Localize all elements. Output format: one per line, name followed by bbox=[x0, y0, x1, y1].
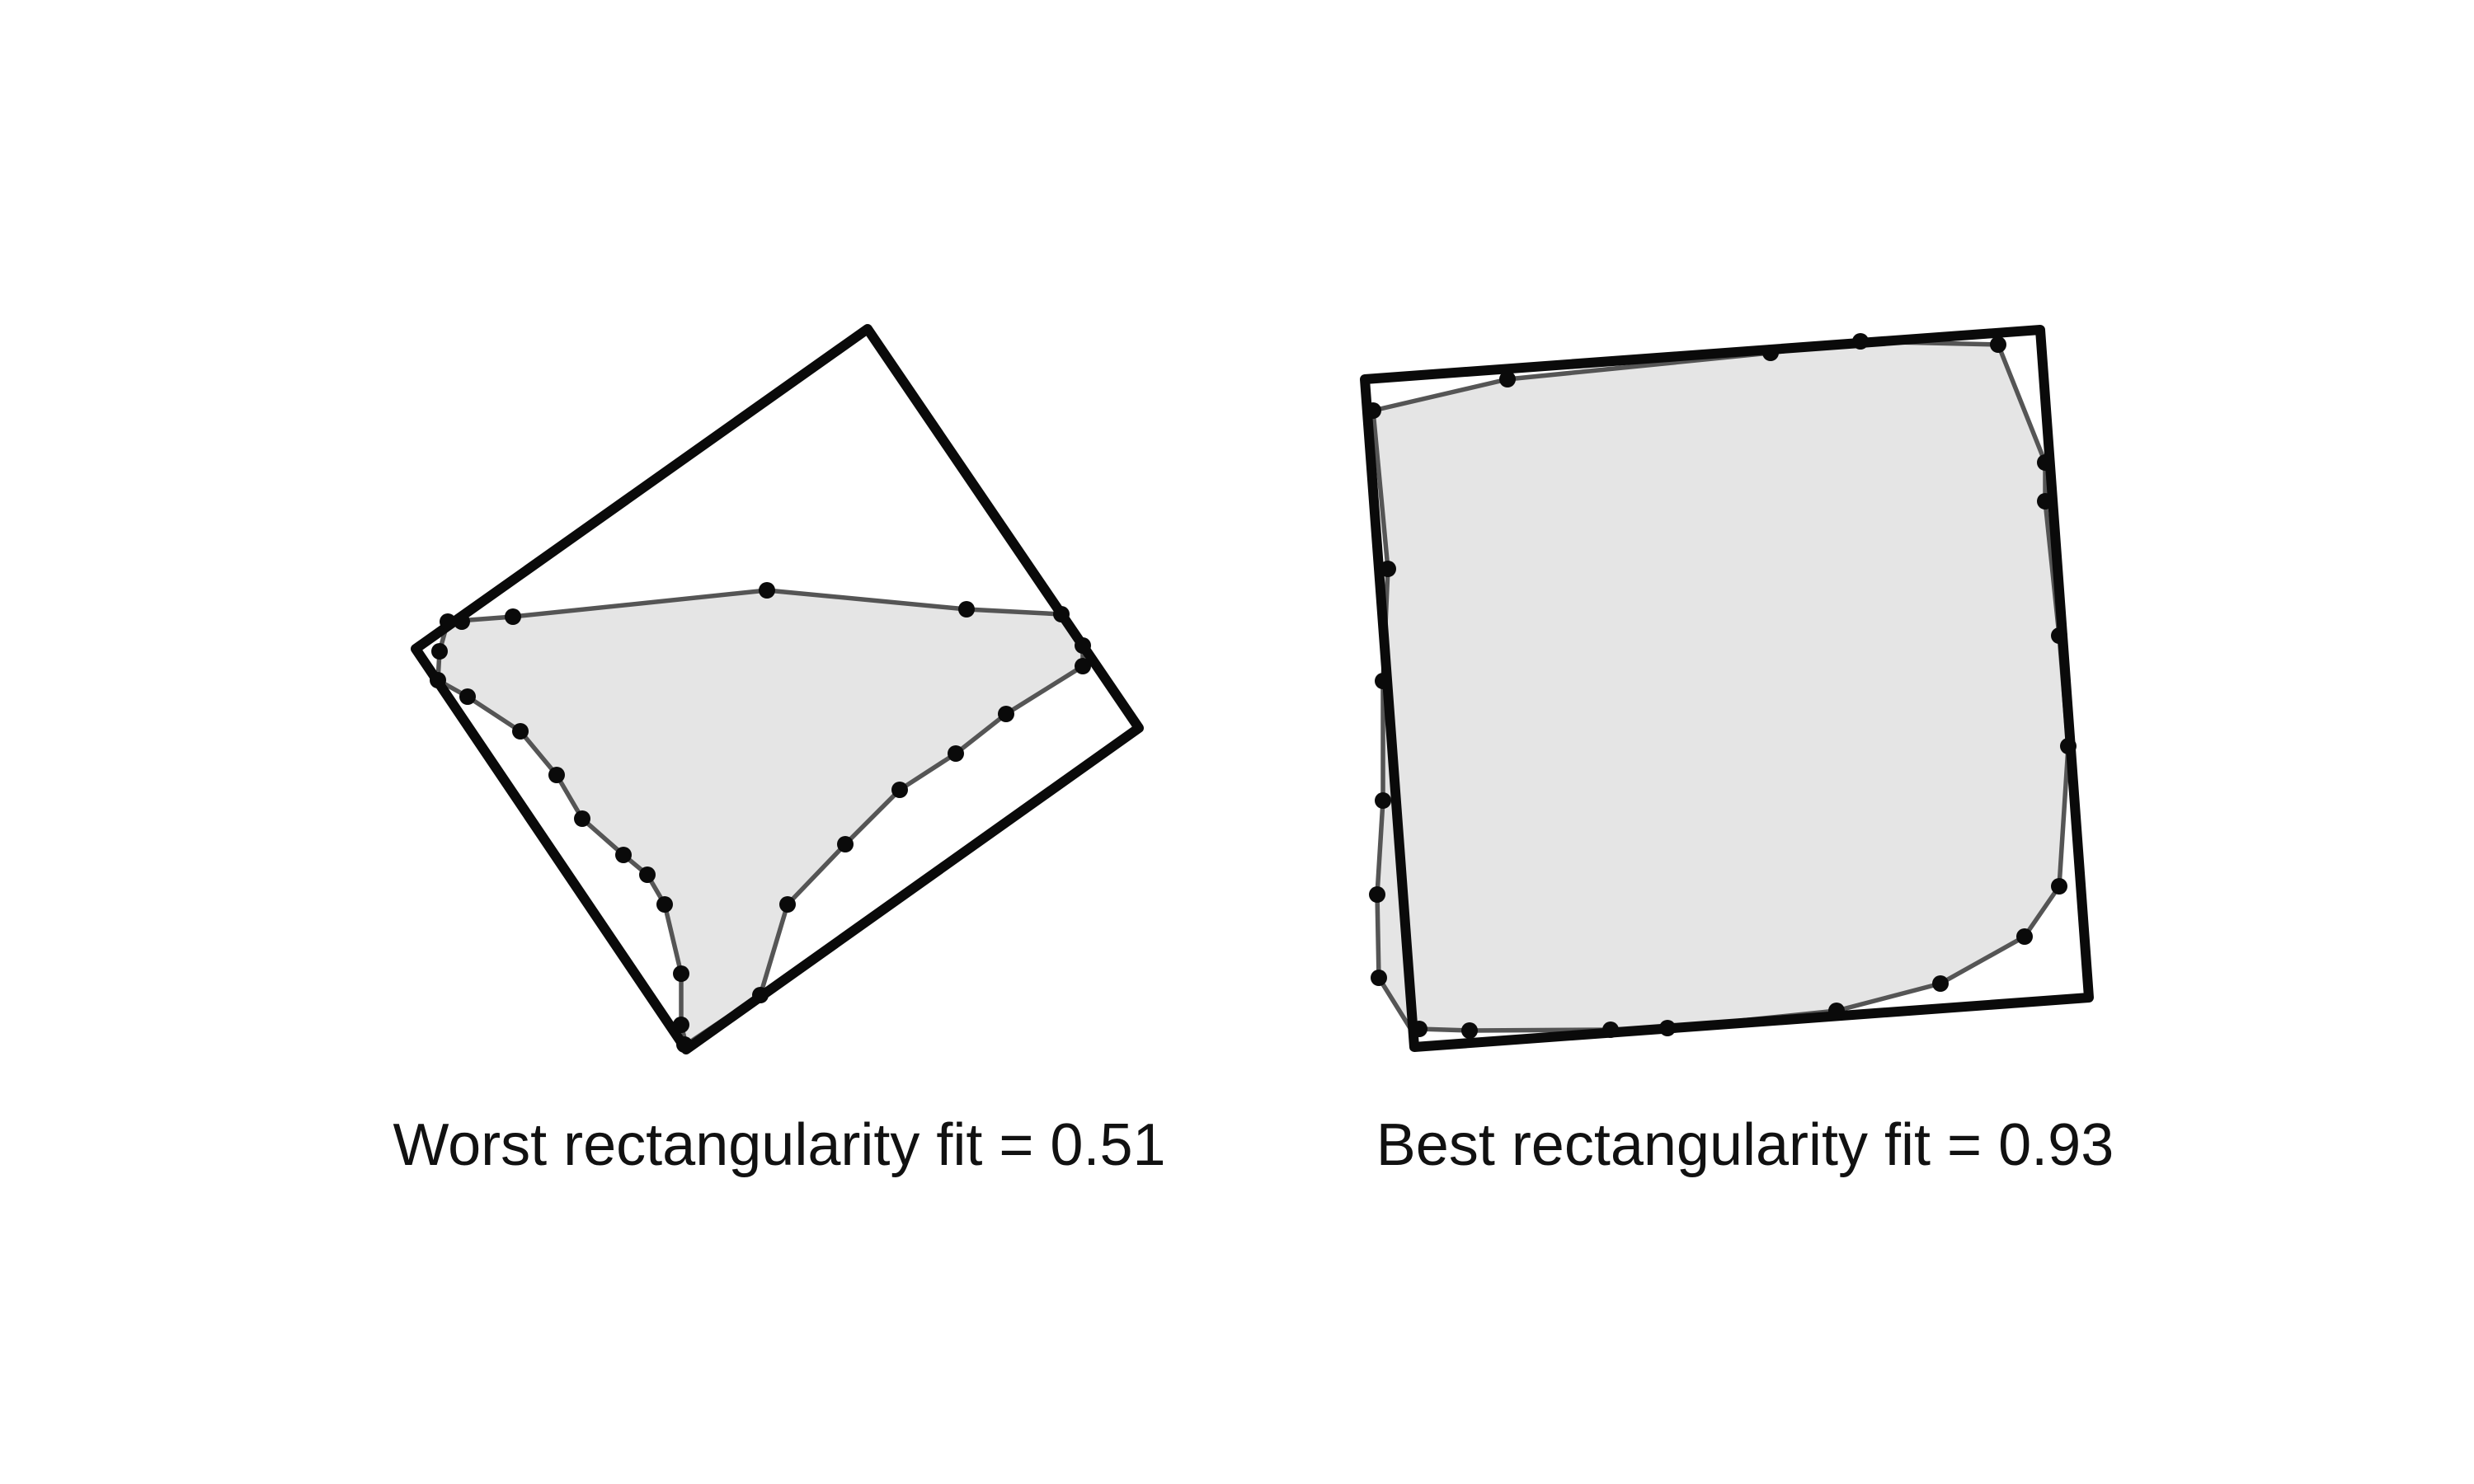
worst-fit-vertex-dot bbox=[1053, 606, 1070, 622]
worst-fit-vertex-dot bbox=[1075, 658, 1091, 674]
best-fit-shape bbox=[1371, 339, 2071, 1033]
worst-fit-vertex-dot bbox=[459, 688, 476, 705]
best-fit-vertex-dot bbox=[1369, 886, 1385, 903]
worst-fit-bounding-rectangle bbox=[411, 324, 1144, 1054]
worst-fit-vertex-dot bbox=[505, 608, 521, 625]
worst-fit-vertex-dot bbox=[779, 896, 796, 913]
best-fit-vertex-dot bbox=[1375, 673, 1391, 689]
worst-fit-vertex-dot bbox=[1075, 637, 1091, 654]
worst-fit-vertex-dot bbox=[548, 767, 565, 783]
worst-fit-vertex-dot bbox=[639, 866, 656, 883]
worst-fit-vertex-dot bbox=[656, 896, 673, 913]
best-fit-vertex-dot bbox=[2037, 493, 2053, 510]
best-fit-vertex-dot bbox=[1828, 1003, 1845, 1019]
worst-fit-vertex-dot bbox=[676, 1036, 693, 1053]
best-fit-vertex-dot bbox=[1461, 1022, 1478, 1039]
worst-fit-vertex-dot bbox=[431, 643, 448, 660]
best-fit-vertex-dot bbox=[2016, 928, 2033, 945]
worst-fit-vertex-dot bbox=[574, 810, 590, 827]
best-fit-vertex-dot bbox=[1375, 792, 1391, 809]
best-fit-vertex-dot bbox=[1411, 1021, 1427, 1037]
worst-fit-vertex-dot bbox=[673, 1017, 689, 1033]
best-fit-vertex-dot bbox=[1659, 1020, 1676, 1036]
best-fit-vertex-dot bbox=[1602, 1021, 1619, 1038]
worst-fit-vertices bbox=[430, 582, 1091, 1053]
worst-fit-vertex-dot bbox=[998, 706, 1014, 722]
best-fit-vertices bbox=[1365, 333, 2077, 1039]
worst-fit-caption: Worst rectangularity fit = 0.51 bbox=[393, 1112, 1165, 1178]
best-fit-vertex-dot bbox=[1371, 970, 1387, 986]
worst-fit-vertex-dot bbox=[430, 672, 446, 688]
best-fit-vertex-dot bbox=[1365, 402, 1381, 419]
best-fit-vertex-dot bbox=[2060, 738, 2077, 754]
best-fit-vertex-dot bbox=[2037, 454, 2053, 471]
best-fit-bounding-rectangle bbox=[1360, 325, 2094, 1052]
best-fit-caption: Best rectangularity fit = 0.93 bbox=[1376, 1112, 2114, 1178]
best-fit-vertex-dot bbox=[1380, 561, 1396, 577]
worst-fit-vertex-dot bbox=[615, 847, 632, 863]
best-fit-vertex-dot bbox=[2051, 878, 2067, 895]
best-fit-vertex-dot bbox=[1499, 371, 1516, 387]
worst-fit-panel: Worst rectangularity fit = 0.51 bbox=[393, 324, 1166, 1178]
worst-fit-vertex-dot bbox=[454, 613, 470, 630]
worst-fit-vertex-dot bbox=[958, 601, 975, 618]
best-fit-vertex-dot bbox=[1932, 975, 1949, 992]
best-fit-vertex-dot bbox=[1852, 333, 1869, 350]
worst-fit-vertex-dot bbox=[837, 836, 854, 852]
best-fit-vertex-dot bbox=[1762, 345, 1779, 361]
best-fit-vertex-dot bbox=[2051, 627, 2067, 644]
worst-fit-vertex-dot bbox=[440, 613, 456, 630]
best-fit-vertex-dot bbox=[1990, 336, 2006, 353]
worst-fit-vertex-dot bbox=[948, 745, 964, 762]
best-fit-panel: Best rectangularity fit = 0.93 bbox=[1360, 325, 2114, 1178]
worst-fit-vertex-dot bbox=[512, 723, 529, 740]
worst-fit-vertex-dot bbox=[759, 582, 775, 599]
worst-fit-vertex-dot bbox=[673, 965, 689, 982]
worst-fit-vertex-dot bbox=[752, 987, 769, 1003]
worst-fit-vertex-dot bbox=[891, 782, 908, 798]
